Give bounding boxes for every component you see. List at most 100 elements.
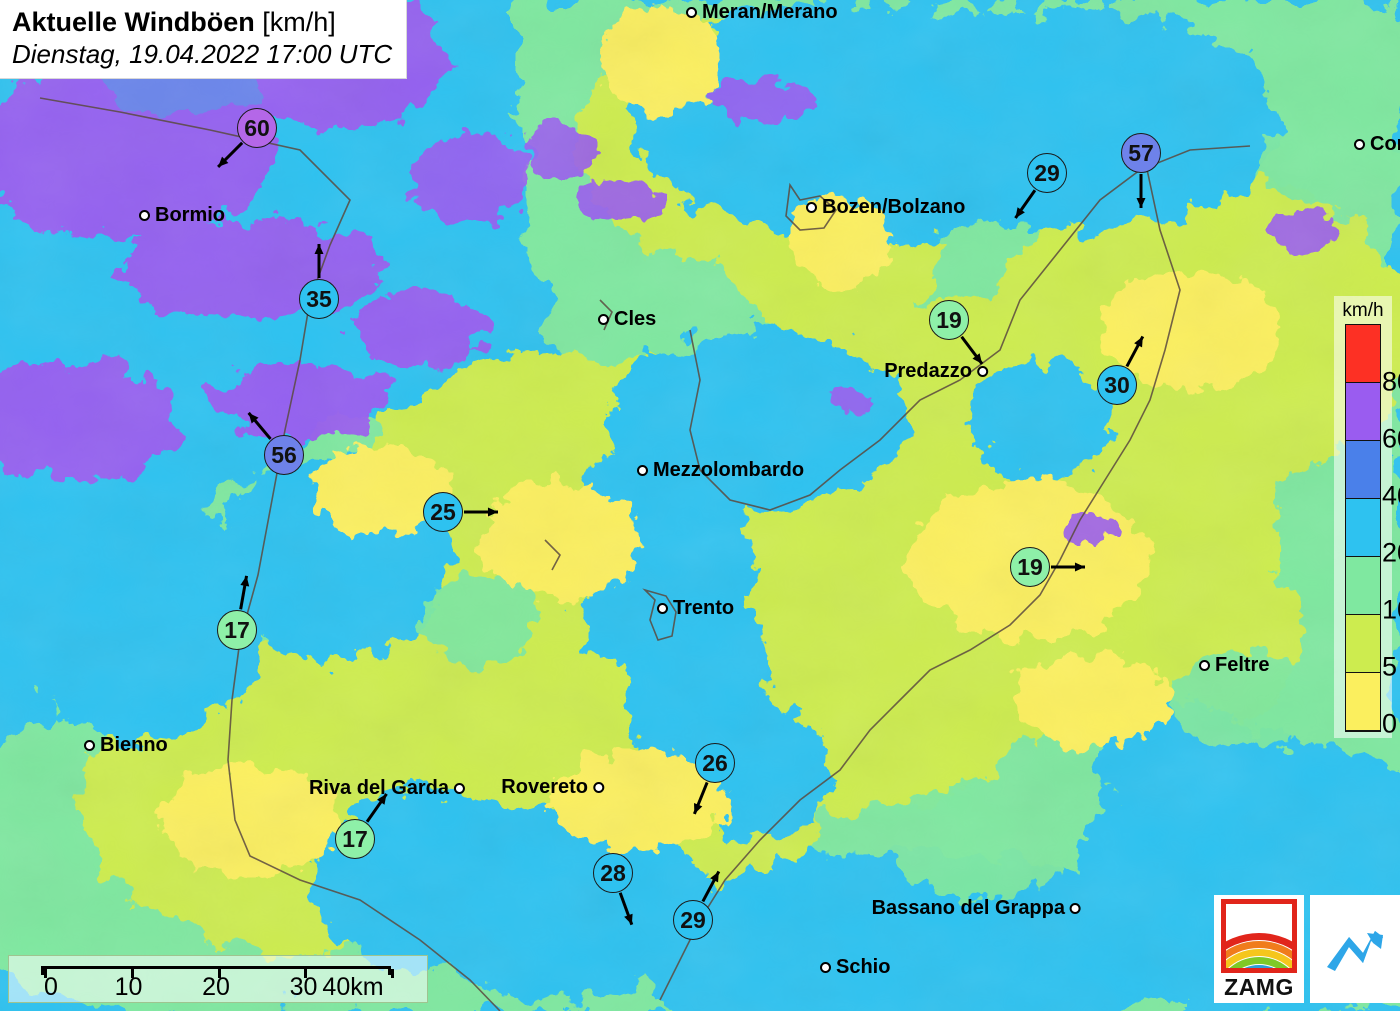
wind-gust-value: 35 [299,279,339,319]
scale-tick-3 [304,969,308,978]
city-name: Cortina [1370,133,1400,155]
city-label-riva-del-garda: Riva del Garda [309,778,465,798]
rainbow-arc-2 [1226,949,1292,968]
city-marker-icon [84,739,95,751]
title-datetime: Dienstag, 19.04.2022 17:00 UTC [12,39,393,69]
legend-band-10 [1346,557,1380,615]
city-name: Bormio [155,204,225,226]
rainbow-arc-3 [1226,957,1292,968]
wind-gust-value: 56 [264,435,304,475]
legend-tick-20: 20 [1382,537,1400,568]
scale-label-30: 30 [289,973,318,1001]
city-name: Bozen/Bolzano [822,196,966,218]
wind-station-marker[interactable]: 29 [1014,153,1067,219]
legend-tick-80: 80 [1382,366,1400,397]
legend-tick-0: 0 [1382,708,1398,739]
wind-gust-value: 29 [673,900,713,940]
geosphere-logo[interactable] [1310,895,1400,1003]
city-name: Feltre [1215,654,1270,676]
city-marker-icon [686,6,697,18]
scale-tick-2 [217,969,221,978]
wind-station-marker[interactable]: 35 [299,244,339,319]
scale-bar: 0 10 20 30 40km [8,955,428,1003]
scale-label-40km: 40km [322,973,384,1001]
city-label-bassano-del-grappa: Bassano del Grappa [872,898,1081,918]
title-main: Aktuelle Windböen [12,7,255,37]
city-label-meran-merano: Meran/Merano [686,2,838,22]
city-marker-icon [1070,902,1081,914]
wind-station-marker[interactable]: 19 [1010,547,1085,587]
city-marker-icon [593,781,604,793]
city-name: Schio [836,956,891,978]
zamg-wordmark: ZAMG [1224,974,1294,1000]
legend-unit-label: km/h [1342,300,1384,321]
legend-band-5 [1346,615,1380,673]
legend-tick-40: 40 [1382,480,1400,511]
city-marker-icon [820,961,831,973]
city-name: Mezzolombardo [653,459,805,481]
city-marker-icon [454,782,465,794]
wind-gust-value: 28 [593,853,633,893]
city-label-cles: Cles [598,309,656,329]
scale-label-10: 10 [114,973,143,1001]
city-label-rovereto: Rovereto [501,777,604,797]
zamg-logo[interactable]: ZAMG [1214,895,1304,1003]
city-marker-icon [1354,138,1365,150]
wind-station-marker[interactable]: 25 [423,492,498,532]
scale-bar-line [41,966,394,978]
city-label-bormio: Bormio [139,205,225,225]
scale-label-20: 20 [202,973,230,1001]
legend-color-bar: 80 60 40 20 10 5 0 [1345,324,1400,737]
wind-station-marker[interactable]: 28 [593,853,634,926]
city-name: Meran/Merano [702,1,838,23]
title-unit: [km/h] [262,7,336,37]
scale-tick-0 [44,969,47,978]
city-marker-icon [1199,659,1210,671]
wind-station-marker[interactable]: 30 [1097,335,1145,405]
logo-group: ZAMG [1214,895,1400,1003]
wind-gust-value: 17 [335,819,375,859]
wind-station-marker[interactable]: 26 [693,743,735,815]
legend-band-60 [1346,383,1380,441]
legend-tick-60: 60 [1382,423,1400,454]
city-label-bozen-bolzano: Bozen/Bolzano [806,197,965,217]
city-label-feltre: Feltre [1199,655,1269,675]
color-legend: km/h 80 60 40 20 10 5 0 [1334,296,1400,738]
legend-tick-10: 10 [1382,594,1400,625]
wind-station-marker[interactable]: 60 [217,108,277,168]
wind-station-marker[interactable]: 17 [217,575,257,650]
city-marker-icon [637,464,648,476]
wind-station-marker[interactable]: 19 [929,300,984,365]
rainbow-icon [1221,899,1297,973]
city-marker-icon [598,313,609,325]
legend-band-80 [1346,325,1380,383]
city-label-predazzo: Predazzo [884,361,988,381]
city-marker-icon [657,602,668,614]
city-name: Bienno [100,734,168,756]
city-label-schio: Schio [820,957,890,977]
legend-tick-5: 5 [1382,651,1398,682]
wind-gust-value: 19 [1010,547,1050,587]
wind-station-marker[interactable]: 17 [335,793,388,859]
city-name: Rovereto [501,776,588,798]
rainbow-arc-0 [1226,933,1292,968]
wind-station-marker[interactable]: 57 [1121,133,1161,208]
city-marker-icon [806,201,817,213]
wind-station-marker[interactable]: 29 [673,870,721,940]
wind-gust-value: 19 [929,300,969,340]
wind-gust-value: 26 [695,743,735,783]
scale-tick-4 [391,969,394,978]
wind-station-marker[interactable]: 56 [247,411,304,475]
administrative-borders [39,97,1251,1011]
wind-gust-value: 30 [1097,365,1137,405]
wind-gust-value: 60 [237,108,277,148]
legend-band-40 [1346,441,1380,499]
city-marker-icon [139,209,150,221]
mountain-arrow-icon [1327,931,1383,971]
wind-gust-value: 25 [423,492,463,532]
city-name: Predazzo [884,360,972,382]
city-name: Bassano del Grappa [871,897,1065,919]
city-label-trento: Trento [657,598,734,618]
